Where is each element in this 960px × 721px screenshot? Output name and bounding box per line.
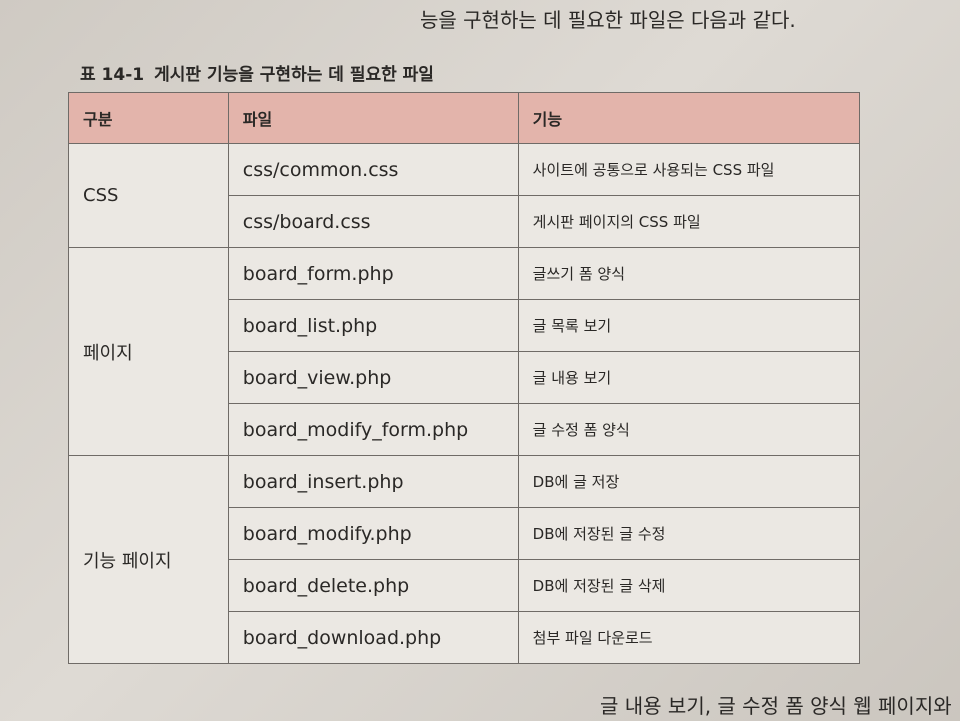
header-cell: 기능 [517, 92, 861, 144]
file-cell: board_modify_form.php [227, 403, 519, 456]
table-row: board_modify_form.php 글 수정 폼 양식 [69, 403, 861, 456]
file-cell: board_view.php [227, 351, 519, 404]
file-cell: board_download.php [227, 611, 519, 664]
file-cell: board_list.php [227, 299, 519, 352]
table-row: board_list.php 글 목록 보기 [69, 299, 861, 352]
function-cell: 첨부 파일 다운로드 [517, 611, 861, 664]
function-cell: 글 수정 폼 양식 [517, 403, 861, 456]
function-cell: DB에 저장된 글 수정 [517, 507, 861, 560]
header-cell: 파일 [227, 92, 519, 144]
table-caption: 표 14-1 게시판 기능을 구현하는 데 필요한 파일 [80, 60, 434, 85]
table-row: CSS css/common.css 사이트에 공통으로 사용되는 CSS 파일 [68, 143, 861, 248]
table-row: board_view.php 글 내용 보기 [69, 351, 861, 404]
function-cell: 글 내용 보기 [517, 351, 861, 404]
table-row: css/board.css 게시판 페이지의 CSS 파일 [69, 195, 861, 248]
table-row: board_delete.php DB에 저장된 글 삭제 [69, 559, 861, 612]
intro-text: 능을 구현하는 데 필요한 파일은 다음과 같다. [420, 8, 796, 32]
file-cell: board_insert.php [227, 455, 519, 508]
table-row: 기능 페이지 board_insert.php DB에 글 저장 [68, 455, 861, 664]
table-body: CSS css/common.css 사이트에 공통으로 사용되는 CSS 파일 cs… [68, 143, 861, 664]
function-cell: 글쓰기 폼 양식 [517, 247, 861, 300]
file-cell: board_delete.php [227, 559, 519, 612]
table-row: board_modify.php DB에 저장된 글 수정 [69, 507, 861, 560]
function-cell: 글 목록 보기 [517, 299, 861, 352]
function-cell: 게시판 페이지의 CSS 파일 [517, 195, 861, 248]
outro-text: 글 내용 보기, 글 수정 폼 양식 웹 페이지와 [600, 694, 952, 718]
file-cell: board_form.php [227, 247, 519, 300]
group-cell: CSS [68, 143, 229, 248]
function-cell: DB에 글 저장 [517, 455, 861, 508]
file-cell: css/board.css [227, 195, 519, 248]
table-row: board_download.php 첨부 파일 다운로드 [69, 611, 861, 664]
file-cell: css/common.css [227, 143, 519, 196]
caption-text: 게시판 기능을 구현하는 데 필요한 파일 [154, 65, 434, 85]
header-row: 구분 파일 기능 [68, 92, 861, 144]
file-cell: board_modify.php [227, 507, 519, 560]
function-cell: 사이트에 공통으로 사용되는 CSS 파일 [517, 143, 861, 196]
caption-label: 표 14-1 [80, 65, 145, 85]
function-cell: DB에 저장된 글 삭제 [517, 559, 861, 612]
header-cell: 구분 [68, 92, 229, 144]
table-row: 페이지 board_form.php 글쓰기 폼 양식 [68, 247, 861, 456]
file-table: 구분 파일 기능 CSS css/common.css 사이트에 공통으로 사용되는 C… [68, 92, 861, 664]
group-cell: 페이지 [68, 247, 229, 456]
group-cell: 기능 페이지 [68, 455, 229, 664]
